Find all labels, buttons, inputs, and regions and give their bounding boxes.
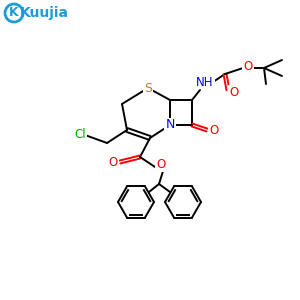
Text: O: O [108,157,118,169]
Text: Kuujia: Kuujia [20,6,68,20]
Text: O: O [156,158,166,172]
Text: °: ° [24,9,28,15]
Text: Cl: Cl [74,128,86,142]
Text: NH: NH [196,76,214,88]
Text: O: O [243,59,253,73]
Text: N: N [165,118,175,131]
Text: O: O [209,124,219,137]
Text: O: O [230,85,238,98]
Text: K: K [9,7,19,20]
Text: S: S [144,82,152,94]
